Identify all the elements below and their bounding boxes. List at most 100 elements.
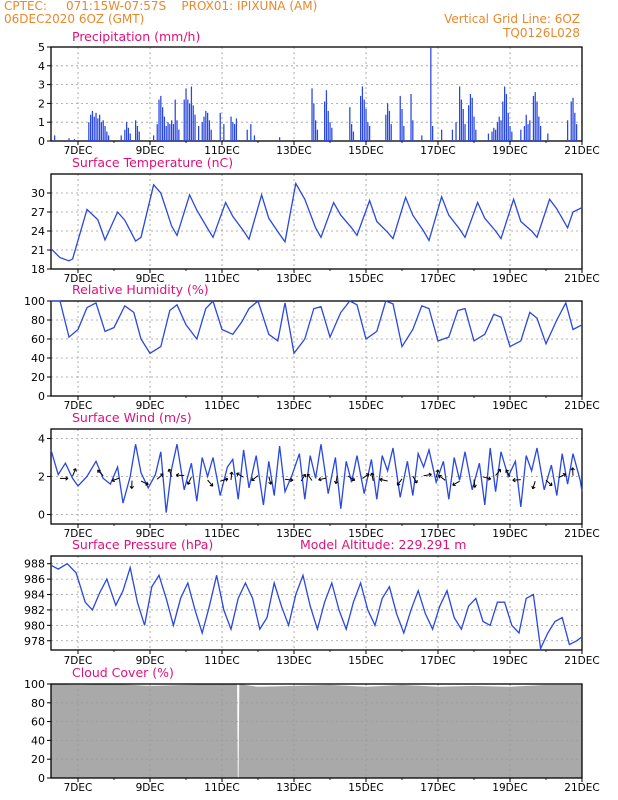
wind-arrow	[111, 477, 120, 482]
wind-arrow	[176, 474, 185, 477]
rh-ytick-label: 80	[31, 314, 45, 327]
wind-arrow	[423, 473, 432, 477]
wind-arrow	[187, 476, 192, 485]
wind-arrow	[452, 480, 460, 486]
precip-bar	[187, 99, 189, 141]
precip-bar	[441, 129, 443, 141]
wind-line	[50, 444, 583, 513]
wind-arrow-head	[160, 473, 164, 477]
precip-bar	[246, 129, 248, 141]
precip-bar	[352, 131, 355, 141]
wind-arrow	[347, 475, 355, 481]
precip-bar	[165, 126, 167, 141]
precip-bar	[504, 86, 506, 141]
wind-arrow	[335, 475, 338, 484]
pres-panel: Surface Pressure (hPa) Model Altitude: 22…	[24, 537, 600, 667]
precip-bar	[399, 95, 401, 141]
pres-xtick-label: 11DEC	[204, 655, 239, 667]
cloud-ytick-label: 80	[31, 697, 45, 710]
precip-bar	[491, 131, 493, 141]
temp-xtick-label: 7DEC	[64, 273, 93, 285]
wind-arrow	[532, 481, 536, 489]
wind-arrow-head	[414, 479, 418, 484]
wind-arrow-head	[175, 472, 180, 478]
precip-bar	[230, 116, 232, 141]
temp-xtick-label: 9DEC	[136, 273, 165, 285]
precip-bar	[250, 124, 252, 141]
precip-bar	[97, 118, 99, 141]
rh-line	[51, 299, 583, 355]
pres-ytick-label: 984	[24, 589, 45, 602]
wind-arrow-head	[145, 481, 149, 486]
wind-xtick-label: 17DEC	[420, 528, 455, 540]
cloud-panel: Cloud Cover (%) 0 20 40 60 80 100 7DEC 9DEC 11DEC…	[24, 665, 600, 794]
cloud-xtick-label: 17DEC	[420, 782, 455, 794]
precip-xtick-label: 15DEC	[348, 145, 383, 157]
precip-bar	[176, 120, 178, 141]
precip-bar	[574, 112, 576, 141]
wind-arrow-head	[497, 468, 502, 473]
precip-bar	[460, 99, 463, 141]
wind-arrow-head	[236, 472, 240, 477]
wind-xtick-label: 11DEC	[204, 528, 239, 540]
wind-arrow	[268, 476, 272, 485]
precip-bar	[172, 124, 175, 141]
wind-arrow	[72, 468, 77, 477]
header-date: 06DEC2020 6OZ (GMT)	[4, 12, 145, 26]
precip-bar	[527, 124, 529, 141]
precip-bar	[104, 126, 106, 141]
cloud-xtick-label: 13DEC	[276, 782, 311, 794]
precip-bar	[455, 122, 457, 141]
wind-ytick-label: 0	[38, 509, 45, 522]
temp-xtick-label: 19DEC	[492, 273, 527, 285]
pres-xtick-label: 15DEC	[348, 655, 383, 667]
precip-bar	[313, 103, 315, 141]
temp-panel: Surface Temperature (nC) 18 21 24 27 30 7DEC 9D…	[31, 155, 600, 285]
precip-bar	[403, 126, 405, 141]
temp-ytick-label: 21	[31, 244, 45, 257]
wind-arrow-head	[129, 485, 134, 489]
wind-arrow-head	[65, 476, 69, 481]
wind-arrow-head	[111, 478, 115, 483]
header-code: TQ0126L028	[503, 26, 580, 40]
wind-arrow	[318, 477, 327, 481]
precip-bar	[219, 112, 221, 141]
precip-bar	[462, 109, 464, 141]
precip-bar	[421, 135, 423, 141]
precip-frame	[50, 46, 583, 142]
precip-xtick-label: 13DEC	[276, 145, 311, 157]
precip-ytick-label: 2	[38, 97, 45, 110]
pres-xtick-label: 17DEC	[420, 655, 455, 667]
precip-bar	[388, 110, 391, 141]
wind-arrow	[362, 473, 370, 479]
precip-bar	[365, 109, 367, 141]
precip-bar	[253, 135, 256, 141]
precip-bar	[509, 126, 511, 141]
wind-arrow-head	[251, 477, 255, 481]
wind-arrow	[438, 475, 446, 481]
pres-ytick-label: 986	[24, 573, 45, 586]
precip-bar	[163, 116, 166, 141]
precip-bar	[106, 131, 108, 141]
wind-arrow-head	[428, 472, 432, 477]
cloud-ytick-label: 0	[38, 772, 45, 785]
precip-bar	[475, 129, 477, 141]
precip-ytick-label: 1	[38, 116, 45, 129]
wind-arrow	[512, 479, 521, 481]
wind-arrow-head	[268, 481, 273, 485]
precip-bar	[351, 124, 353, 141]
precip-bar	[124, 129, 126, 141]
wind-xtick-label: 7DEC	[64, 528, 93, 540]
precip-bar	[223, 124, 225, 141]
wind-arrow	[435, 469, 439, 478]
precip-bar	[120, 135, 122, 141]
wind-xtick-label: 13DEC	[276, 528, 311, 540]
precip-bar	[189, 103, 191, 141]
cloud-xtick-label: 15DEC	[348, 782, 383, 794]
precip-bar	[93, 116, 95, 141]
precip-bar	[158, 99, 160, 141]
wind-arrow	[236, 472, 244, 478]
precip-bar	[194, 114, 196, 141]
pres-ytick-label: 978	[24, 635, 45, 648]
wind-arrow	[300, 474, 306, 482]
